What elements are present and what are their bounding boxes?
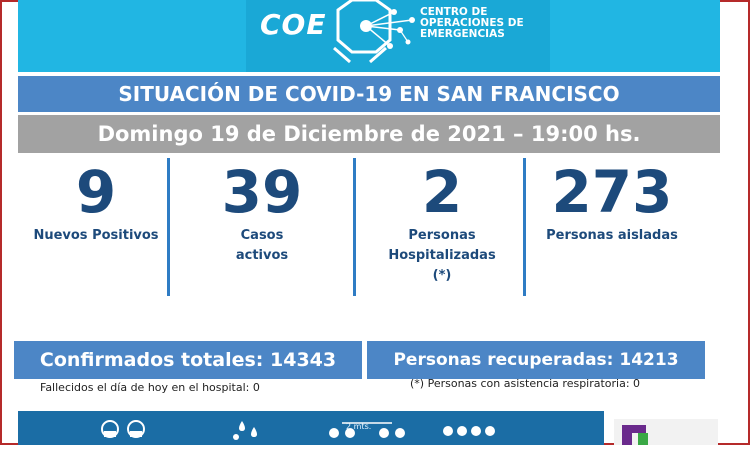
crowd-icon	[443, 426, 495, 436]
org-line-3: EMERGENCIAS	[420, 28, 505, 40]
people-mask-icon	[101, 420, 145, 438]
network-icon	[333, 0, 415, 64]
stat-value: 2	[421, 158, 463, 226]
stat-value: 273	[551, 158, 673, 226]
report-date: Domingo 19 de Diciembre de 2021 – 19:00 …	[97, 122, 641, 146]
date-bar: Domingo 19 de Diciembre de 2021 – 19:00 …	[18, 115, 720, 153]
stat-label: Nuevos Positivos	[33, 228, 159, 243]
stat-divider	[523, 158, 526, 296]
partner-logo	[614, 419, 718, 445]
coe-logo: COE CENTRO DE OPERACIONES DE EMERGENCIAS	[246, 0, 550, 72]
distance-label: 2 mts.	[346, 422, 372, 431]
stat-hospitalized: 2 Personas Hospitalizadas (*)	[364, 158, 520, 286]
logo-wordmark: COE	[260, 8, 327, 41]
stat-value: 9	[75, 158, 117, 226]
stat-label: (*)	[432, 268, 452, 283]
page-title: SITUACIÓN DE COVID-19 EN SAN FRANCISCO	[118, 82, 620, 106]
org-line-2: OPERACIONES DE	[420, 17, 524, 29]
org-line-1: CENTRO DE	[420, 6, 488, 18]
stat-new-positives: 9 Nuevos Positivos	[26, 158, 166, 246]
stat-label: Hospitalizadas	[388, 248, 496, 263]
confirmed-total: Confirmados totales: 14343	[39, 349, 337, 371]
distance-icon	[329, 422, 405, 438]
header: COE CENTRO DE OPERACIONES DE EMERGENCIAS	[18, 0, 720, 72]
recovered-total-bar: Personas recuperadas: 14213	[367, 341, 705, 379]
stat-label: Personas	[408, 228, 476, 243]
stat-divider	[353, 158, 356, 296]
prevention-icons-band: 2 mts.	[18, 411, 604, 445]
stat-isolated: 273 Personas aisladas	[536, 158, 688, 246]
stat-divider	[167, 158, 170, 296]
stat-label: Casos	[240, 228, 284, 243]
stat-label: activos	[235, 248, 289, 263]
org-name: CENTRO DE OPERACIONES DE EMERGENCIAS	[420, 7, 560, 40]
confirmed-total-bar: Confirmados totales: 14343	[14, 341, 362, 379]
hand-wash-icon	[233, 421, 257, 440]
stat-label: Personas aisladas	[546, 228, 678, 243]
partner-logo-mark	[622, 425, 648, 445]
respiratory-note: (*) Personas con asistencia respiratoria…	[410, 377, 641, 390]
recovered-total: Personas recuperadas: 14213	[393, 350, 679, 370]
title-bar: SITUACIÓN DE COVID-19 EN SAN FRANCISCO	[18, 76, 720, 112]
deaths-note: Fallecidos el día de hoy en el hospital:…	[40, 381, 260, 394]
stat-value: 39	[221, 158, 303, 226]
stat-active-cases: 39 Casos activos	[180, 158, 344, 266]
